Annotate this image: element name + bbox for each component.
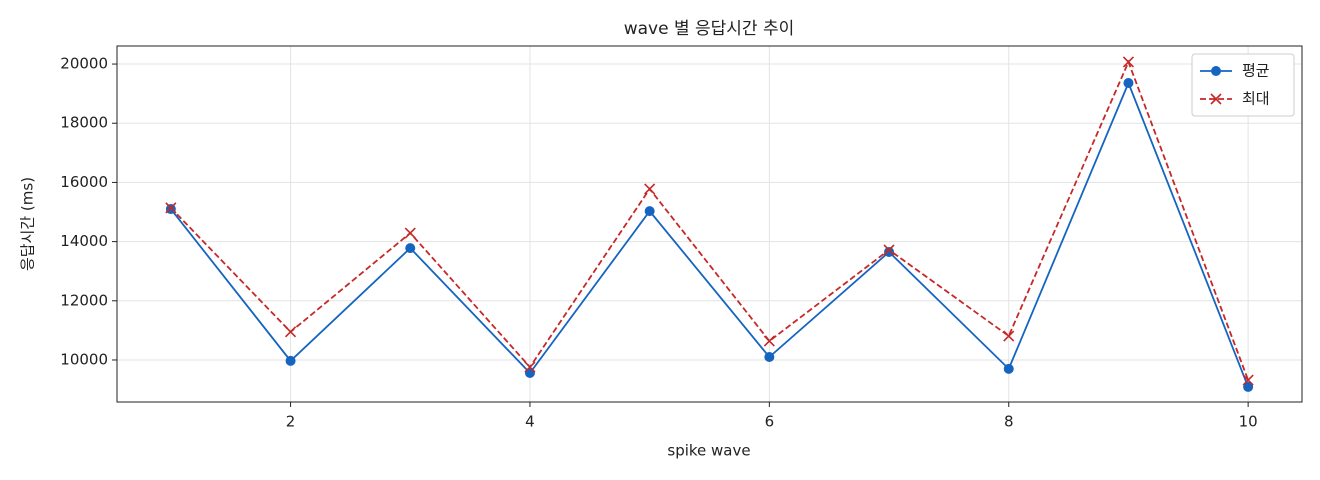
marker-stroke [883, 244, 895, 256]
line [170, 59, 1249, 381]
marker-stroke [1122, 56, 1135, 68]
marker-stroke [284, 326, 297, 338]
marker-stroke [763, 335, 775, 347]
legend-label: 평균 [1242, 62, 1270, 80]
marker-stroke [1210, 93, 1222, 105]
marker [404, 227, 416, 239]
marker [1243, 381, 1254, 392]
marker [764, 352, 775, 363]
y-axis-label: 응답시간 (ms) [19, 177, 37, 271]
marker-stroke [1242, 374, 1254, 386]
marker [1003, 330, 1015, 342]
y-tick-label: 10000 [60, 350, 108, 368]
marker [165, 202, 177, 214]
y-tick-label: 18000 [60, 114, 108, 132]
marker [285, 355, 296, 366]
legend-marker [1211, 66, 1221, 76]
y-tick-label: 12000 [60, 291, 108, 309]
x-tick-label: 10 [1239, 413, 1258, 431]
marker-stroke [524, 361, 536, 373]
marker [883, 244, 895, 256]
plot-frame [116, 45, 1303, 403]
marker [884, 246, 895, 257]
marker-stroke [165, 202, 177, 214]
x-axis-label: spike wave [667, 442, 750, 460]
marker [644, 206, 655, 217]
x-tick-label: 2 [286, 413, 296, 431]
marker-stroke [404, 227, 416, 239]
marker [405, 243, 416, 254]
x-tick-label: 4 [525, 413, 535, 431]
y-tick-label: 14000 [60, 232, 108, 250]
line [170, 80, 1249, 388]
legend-marker [1210, 93, 1222, 105]
marker [1122, 56, 1135, 68]
marker [1123, 77, 1134, 88]
x-tick-label: 8 [1004, 413, 1014, 431]
y-tick-label: 16000 [60, 173, 108, 191]
marker-stroke [1003, 330, 1015, 342]
chart-title: wave 별 응답시간 추이 [624, 19, 795, 39]
x-tick-label: 6 [765, 413, 775, 431]
marker [1242, 374, 1254, 386]
marker [1003, 363, 1014, 374]
marker [524, 361, 536, 373]
y-tick-label: 20000 [60, 55, 108, 73]
marker [284, 326, 297, 338]
marker-stroke [644, 183, 656, 195]
marker [763, 335, 775, 347]
marker [644, 183, 656, 195]
legend-label: 최대 [1242, 90, 1270, 108]
